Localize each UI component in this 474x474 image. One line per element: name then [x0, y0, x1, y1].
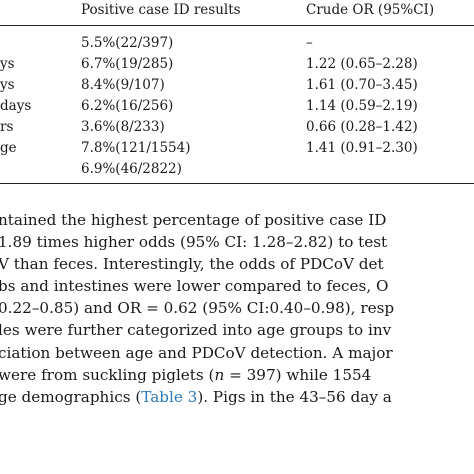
row-result: 3.6%(8/233)	[81, 119, 165, 135]
row-result: 8.4%(9/107)	[81, 77, 165, 93]
body-paragraph: ntained the highest percentage of positi…	[0, 209, 474, 408]
row-or: 1.22 (0.65–2.28)	[306, 56, 418, 72]
body-line: 0.22–0.85) and OR = 0.62 (95% CI:0.40–0.…	[0, 299, 395, 318]
table-header-rule	[0, 25, 474, 26]
sample-size-symbol: n	[214, 365, 225, 384]
column-header-positive-results: Positive case ID results	[81, 2, 241, 18]
row-or: 1.41 (0.91–2.30)	[306, 140, 418, 156]
body-line: ciation between age and PDCoV detection.…	[0, 343, 393, 362]
table-bottom-rule	[0, 183, 474, 184]
body-text-segment: were from suckling piglets (	[0, 365, 215, 384]
body-text-segment: ). Pigs in the 43–56 day a	[197, 387, 392, 406]
body-line: les were further categorized into age gr…	[0, 321, 392, 340]
row-result: 5.5%(22/397)	[81, 35, 174, 51]
row-result: 6.2%(16/256)	[81, 98, 174, 114]
row-or: 1.61 (0.70–3.45)	[306, 77, 418, 93]
row-result: 7.8%(121/1554)	[81, 140, 191, 156]
row-result: 6.9%(46/2822)	[81, 161, 182, 177]
row-label: ge	[0, 140, 17, 156]
row-result: 6.7%(19/285)	[81, 56, 174, 72]
row-label: ys	[0, 56, 15, 72]
body-text-segment: = 397) while 1554	[224, 365, 372, 384]
row-label: rs	[0, 119, 14, 135]
row-or: 1.14 (0.59–2.19)	[306, 98, 418, 114]
body-line: V than feces. Interestingly, the odds of…	[0, 255, 384, 274]
table-3-link[interactable]: Table 3	[141, 387, 198, 406]
body-line: ge demographics (Table 3). Pigs in the 4…	[0, 386, 474, 408]
body-line: bs and intestines were lower compared to…	[0, 277, 389, 296]
body-text-segment: ge demographics (	[0, 387, 142, 406]
row-label: ys	[0, 77, 15, 93]
body-line: ntained the highest percentage of positi…	[0, 211, 387, 229]
body-line: were from suckling piglets (n = 397) whi…	[0, 364, 474, 386]
column-header-crude-or: Crude OR (95%CI)	[306, 2, 435, 18]
row-or: 0.66 (0.28–1.42)	[306, 119, 418, 135]
row-label: days	[0, 98, 32, 114]
body-line: 1.89 times higher odds (95% CI: 1.28–2.8…	[0, 233, 388, 252]
row-or: –	[306, 35, 313, 51]
